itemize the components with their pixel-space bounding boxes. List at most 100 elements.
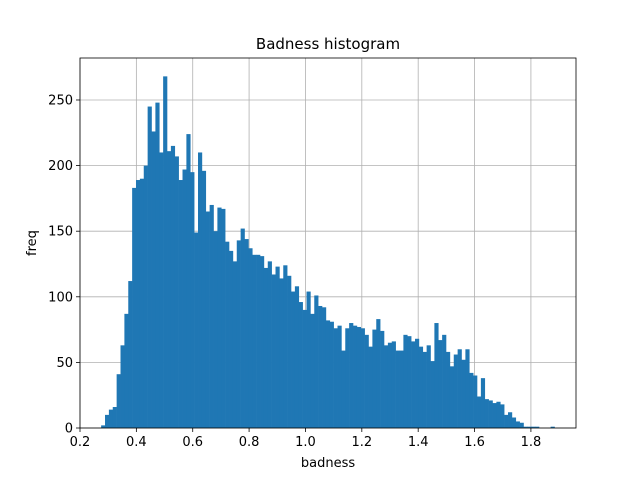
- histogram-bar: [252, 254, 257, 428]
- histogram-bar: [422, 351, 427, 428]
- histogram-bar: [151, 131, 156, 429]
- histogram-bar: [213, 231, 218, 428]
- histogram-bar: [275, 266, 280, 428]
- histogram-bar: [515, 421, 520, 428]
- x-axis-ticks: 0.2 0.4 0.6 0.8 1.0 1.2 1.4 1.6 1.8: [70, 428, 542, 450]
- x-tick-label: 1.2: [351, 435, 372, 450]
- histogram-bar: [519, 422, 524, 428]
- histogram-bar: [198, 152, 203, 428]
- histogram-bar: [314, 295, 319, 428]
- histogram-bar: [229, 250, 234, 428]
- histogram-bar: [380, 330, 385, 428]
- y-tick-label: 100: [48, 290, 73, 305]
- histogram-bar: [446, 351, 451, 428]
- histogram-bar: [407, 336, 412, 428]
- histogram-bar: [155, 102, 160, 429]
- y-tick-label: 150: [48, 225, 73, 240]
- histogram-bar: [132, 187, 137, 428]
- histogram-bar: [411, 341, 416, 428]
- histogram-bar: [403, 334, 408, 428]
- histogram-bar: [511, 417, 517, 428]
- histogram-bar: [101, 425, 106, 428]
- histogram-bar: [500, 404, 505, 428]
- histogram-bar: [232, 261, 238, 428]
- histogram-bar: [384, 345, 389, 428]
- histogram-bar: [399, 350, 404, 428]
- x-tick-label: 0.4: [126, 435, 147, 450]
- histogram-bar: [473, 375, 478, 428]
- histogram-bar: [415, 338, 420, 428]
- histogram-bar: [244, 239, 249, 428]
- histogram-bar: [527, 426, 532, 428]
- histogram-bar: [112, 407, 117, 428]
- histogram-bar: [108, 409, 114, 428]
- histogram-bar: [147, 106, 152, 429]
- histogram-bar: [535, 426, 540, 428]
- x-tick-label: 0.8: [239, 435, 260, 450]
- histogram-bar: [364, 334, 369, 428]
- histogram-bar: [194, 232, 199, 428]
- histogram-bar: [105, 414, 110, 428]
- histogram-bar: [356, 326, 362, 428]
- x-tick-label: 1.8: [521, 435, 542, 450]
- histogram-bar: [248, 248, 253, 428]
- histogram-bar: [329, 321, 334, 428]
- x-tick-label: 0.2: [70, 435, 91, 450]
- histogram-bar: [143, 165, 148, 428]
- histogram-bar: [302, 309, 307, 428]
- histogram-bar: [492, 403, 497, 428]
- histogram-bar: [469, 372, 474, 428]
- histogram-bar: [240, 228, 245, 428]
- histogram-bar: [298, 302, 303, 428]
- histogram-bar: [353, 325, 358, 428]
- histogram-bar: [170, 145, 176, 428]
- histogram-bar: [209, 204, 214, 428]
- x-axis-label: badness: [301, 456, 355, 471]
- histogram-bar: [291, 291, 296, 428]
- histogram-bar: [360, 328, 365, 428]
- y-tick-label: 0: [65, 422, 73, 437]
- histogram-bar: [201, 170, 207, 428]
- chart-title: Badness histogram: [256, 35, 400, 53]
- histogram-bar: [310, 313, 315, 428]
- histogram-bar: [287, 275, 292, 428]
- histogram-bar: [345, 328, 350, 428]
- histogram-bar: [523, 426, 528, 428]
- histogram-bar: [465, 349, 470, 428]
- histogram-bar: [279, 278, 284, 428]
- histogram-bar: [256, 254, 261, 428]
- histogram-bar: [128, 281, 133, 428]
- histogram-bar: [322, 307, 327, 428]
- histogram-bar: [136, 180, 141, 428]
- histogram-bar: [271, 274, 276, 428]
- histogram-bar: [178, 180, 183, 428]
- histogram-bar: [531, 426, 536, 428]
- histogram-bar: [496, 401, 501, 428]
- histogram-bar: [294, 286, 300, 428]
- histogram-bar: [159, 152, 164, 428]
- histogram-bar: [484, 399, 489, 428]
- histogram-bar: [205, 211, 210, 428]
- histogram-bar: [426, 345, 431, 428]
- histogram-bar: [477, 396, 482, 428]
- plot-frame: [79, 57, 577, 429]
- histogram-bar: [391, 341, 396, 428]
- histogram-bar: [260, 256, 265, 428]
- histogram-bar: [387, 342, 393, 428]
- histogram-bar: [182, 169, 187, 428]
- y-tick-label: 50: [56, 356, 73, 371]
- histogram-bar: [190, 172, 195, 428]
- histogram-bar: [174, 156, 179, 429]
- histogram-bars: [101, 76, 555, 429]
- histogram-bar: [221, 208, 226, 428]
- x-tick-label: 0.6: [182, 435, 203, 450]
- histogram-bar: [438, 340, 443, 428]
- histogram-bar: [337, 325, 342, 428]
- y-tick-label: 200: [48, 159, 73, 174]
- histogram-bar: [418, 346, 424, 428]
- histogram-bar: [430, 361, 435, 428]
- histogram-bar: [267, 261, 272, 428]
- histogram-bar: [341, 350, 346, 428]
- histogram-bar: [139, 178, 145, 428]
